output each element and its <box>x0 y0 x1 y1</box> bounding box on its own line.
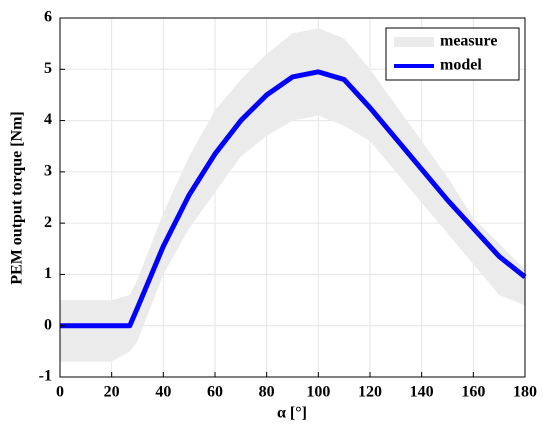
x-tick-label: 80 <box>259 384 275 401</box>
y-tick-label: 2 <box>44 214 52 231</box>
legend-label: model <box>440 57 482 74</box>
legend-label: measure <box>440 33 497 50</box>
y-tick-label: 1 <box>44 265 52 282</box>
x-tick-label: 40 <box>155 384 171 401</box>
y-tick-label: 5 <box>44 60 52 77</box>
y-tick-label: 6 <box>44 9 52 26</box>
y-tick-label: 0 <box>44 316 52 333</box>
y-tick-label: 4 <box>44 111 52 128</box>
x-tick-label: 180 <box>513 384 537 401</box>
x-tick-label: 120 <box>358 384 382 401</box>
legend-box <box>385 27 520 81</box>
model-line <box>60 69 527 329</box>
x-tick-label: 140 <box>410 384 434 401</box>
measure-band <box>60 28 525 362</box>
x-tick-label: 100 <box>306 384 330 401</box>
x-tick-label: 0 <box>56 384 64 401</box>
x-tick-label: 20 <box>104 384 120 401</box>
y-tick-label: 3 <box>44 163 52 180</box>
plot-frame <box>59 17 526 378</box>
x-axis-label: α [°] <box>277 405 307 422</box>
x-tick-label: 60 <box>207 384 223 401</box>
y-tick-label: -1 <box>39 368 52 385</box>
y-axis-label: PEM output torque [Nm] <box>9 111 26 284</box>
x-tick-label: 160 <box>461 384 485 401</box>
